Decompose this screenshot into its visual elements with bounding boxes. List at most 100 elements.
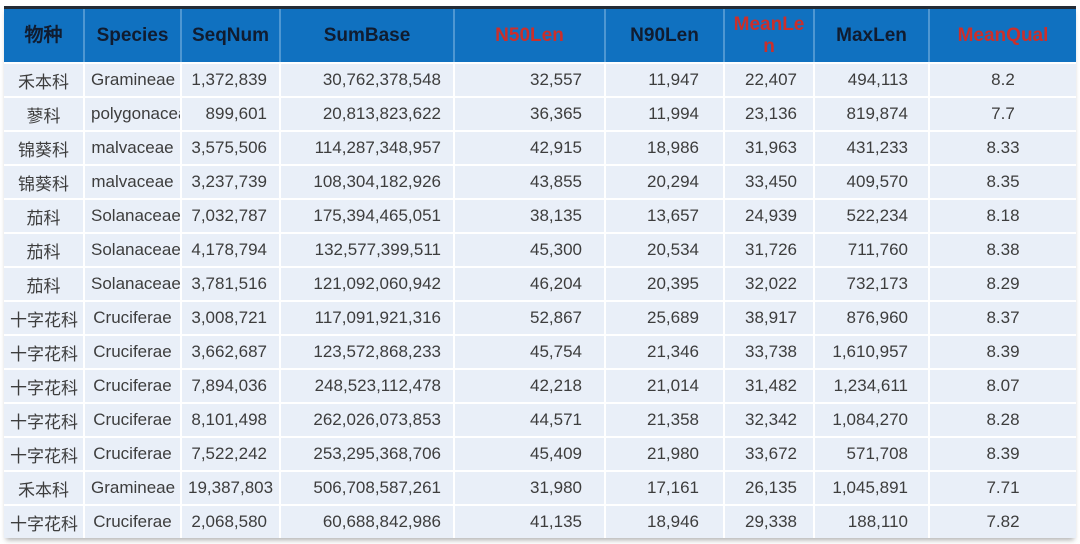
table-cell-col-meanlen: 29,338 [725,504,815,538]
table-cell-col-n50len: 32,557 [455,62,606,96]
header-cell-col-maxlen: MaxLen [815,9,930,62]
table-cell-col-species: Cruciferae [85,504,182,538]
table-cell-col-maxlen: 1,234,611 [815,368,930,402]
table-cell-col-species: polygonaceae [85,96,182,130]
table-cell-col-sumbase: 253,295,368,706 [281,436,455,470]
table-cell-col-species: Solanaceae [85,232,182,266]
table-cell-col-meanqual: 8.39 [930,334,1076,368]
table-cell-col-n90len: 21,014 [606,368,725,402]
table-cell-col-n50len: 41,135 [455,504,606,538]
table-cell-col-seqnum: 8,101,498 [182,402,281,436]
table-cell-col-n50len: 45,754 [455,334,606,368]
table-row: 十字花科 Cruciferae 3,662,687 123,572,868,233 45… [4,334,1076,368]
table-cell-col-seqnum: 2,068,580 [182,504,281,538]
header-cell-col-n90len: N90Len [606,9,725,62]
table-cell-col-species: Cruciferae [85,368,182,402]
table-cell-col-n90len: 21,346 [606,334,725,368]
table-cell-col-family-cn: 禾本科 [4,62,85,96]
table-cell-col-maxlen: 409,570 [815,164,930,198]
table-cell-col-species: Cruciferae [85,300,182,334]
table-cell-col-species: Solanaceae [85,266,182,300]
header-cell-col-family-cn: 物种 [4,9,85,62]
table-cell-col-n90len: 20,395 [606,266,725,300]
table-cell-col-species: Gramineae [85,470,182,504]
table-cell-col-n90len: 25,689 [606,300,725,334]
header-cell-col-seqnum: SeqNum [182,9,281,62]
table-cell-col-meanlen: 22,407 [725,62,815,96]
table-cell-col-maxlen: 571,708 [815,436,930,470]
table-cell-col-species: Gramineae [85,62,182,96]
table-cell-col-sumbase: 506,708,587,261 [281,470,455,504]
table-cell-col-maxlen: 1,084,270 [815,402,930,436]
table-cell-col-seqnum: 3,237,739 [182,164,281,198]
table-cell-col-sumbase: 117,091,921,316 [281,300,455,334]
table-cell-col-species: Cruciferae [85,402,182,436]
table-cell-col-n90len: 11,947 [606,62,725,96]
table-cell-col-n50len: 42,218 [455,368,606,402]
table-cell-col-n50len: 44,571 [455,402,606,436]
table-cell-col-n90len: 21,980 [606,436,725,470]
table-cell-col-sumbase: 108,304,182,926 [281,164,455,198]
table-header: 物种 Species SeqNum SumBase N50Len N90Len MeanLe… [4,9,1076,62]
table-cell-col-family-cn: 禾本科 [4,470,85,504]
table-cell-col-n90len: 21,358 [606,402,725,436]
table-cell-col-meanqual: 8.29 [930,266,1076,300]
header-cell-col-meanlen: MeanLe n [725,9,815,62]
table-cell-col-seqnum: 7,032,787 [182,198,281,232]
header-row: 物种 Species SeqNum SumBase N50Len N90Len MeanLe… [4,9,1076,62]
table-cell-col-n90len: 20,534 [606,232,725,266]
table-cell-col-n50len: 31,980 [455,470,606,504]
table-cell-col-meanlen: 38,917 [725,300,815,334]
header-cell-col-meanqual: MeanQual [930,9,1076,62]
table-cell-col-n50len: 36,365 [455,96,606,130]
table-cell-col-maxlen: 522,234 [815,198,930,232]
table-cell-col-seqnum: 3,662,687 [182,334,281,368]
table-cell-col-family-cn: 十字花科 [4,436,85,470]
table-cell-col-meanqual: 8.38 [930,232,1076,266]
table-cell-col-meanqual: 8.37 [930,300,1076,334]
table-cell-col-meanlen: 33,450 [725,164,815,198]
table-cell-col-sumbase: 60,688,842,986 [281,504,455,538]
table-cell-col-maxlen: 876,960 [815,300,930,334]
table-cell-col-sumbase: 262,026,073,853 [281,402,455,436]
table-cell-col-meanlen: 33,738 [725,334,815,368]
table-cell-col-n90len: 11,994 [606,96,725,130]
table-cell-col-n50len: 45,300 [455,232,606,266]
table-cell-col-family-cn: 十字花科 [4,504,85,538]
table-row: 茄科 Solanaceae 4,178,794 132,577,399,511 45,3… [4,232,1076,266]
table-row: 锦葵科 malvaceae 3,237,739 108,304,182,926 43,8… [4,164,1076,198]
table-row: 十字花科 Cruciferae 8,101,498 262,026,073,853 44… [4,402,1076,436]
table-cell-col-meanqual: 8.35 [930,164,1076,198]
table-cell-col-meanqual: 8.07 [930,368,1076,402]
table-cell-col-family-cn: 十字花科 [4,334,85,368]
table-cell-col-meanlen: 24,939 [725,198,815,232]
table-cell-col-sumbase: 132,577,399,511 [281,232,455,266]
table-cell-col-meanlen: 31,726 [725,232,815,266]
table-cell-col-meanlen: 31,482 [725,368,815,402]
table-cell-col-sumbase: 121,092,060,942 [281,266,455,300]
table-cell-col-sumbase: 114,287,348,957 [281,130,455,164]
table-cell-col-family-cn: 茄科 [4,198,85,232]
table-cell-col-family-cn: 十字花科 [4,368,85,402]
table-cell-col-meanlen: 33,672 [725,436,815,470]
table-cell-col-meanlen: 26,135 [725,470,815,504]
table-cell-col-species: Cruciferae [85,436,182,470]
table-cell-col-maxlen: 1,045,891 [815,470,930,504]
table-cell-col-n90len: 18,986 [606,130,725,164]
table-cell-col-seqnum: 4,178,794 [182,232,281,266]
header-cell-col-sumbase: SumBase [281,9,455,62]
table-cell-col-meanqual: 8.33 [930,130,1076,164]
table-row: 十字花科 Cruciferae 3,008,721 117,091,921,316 52… [4,300,1076,334]
table-row: 蓼科polygonaceae899,60120,813,823,62236,36… [4,96,1076,130]
table-cell-col-n50len: 52,867 [455,300,606,334]
table-cell-col-n50len: 45,409 [455,436,606,470]
table-cell-col-maxlen: 1,610,957 [815,334,930,368]
table-cell-col-seqnum: 899,601 [182,96,281,130]
table-cell-col-family-cn: 十字花科 [4,402,85,436]
table-cell-col-n90len: 20,294 [606,164,725,198]
table-cell-col-seqnum: 7,522,242 [182,436,281,470]
table-cell-col-n90len: 17,161 [606,470,725,504]
table-cell-col-seqnum: 3,575,506 [182,130,281,164]
table-cell-col-meanlen: 32,342 [725,402,815,436]
